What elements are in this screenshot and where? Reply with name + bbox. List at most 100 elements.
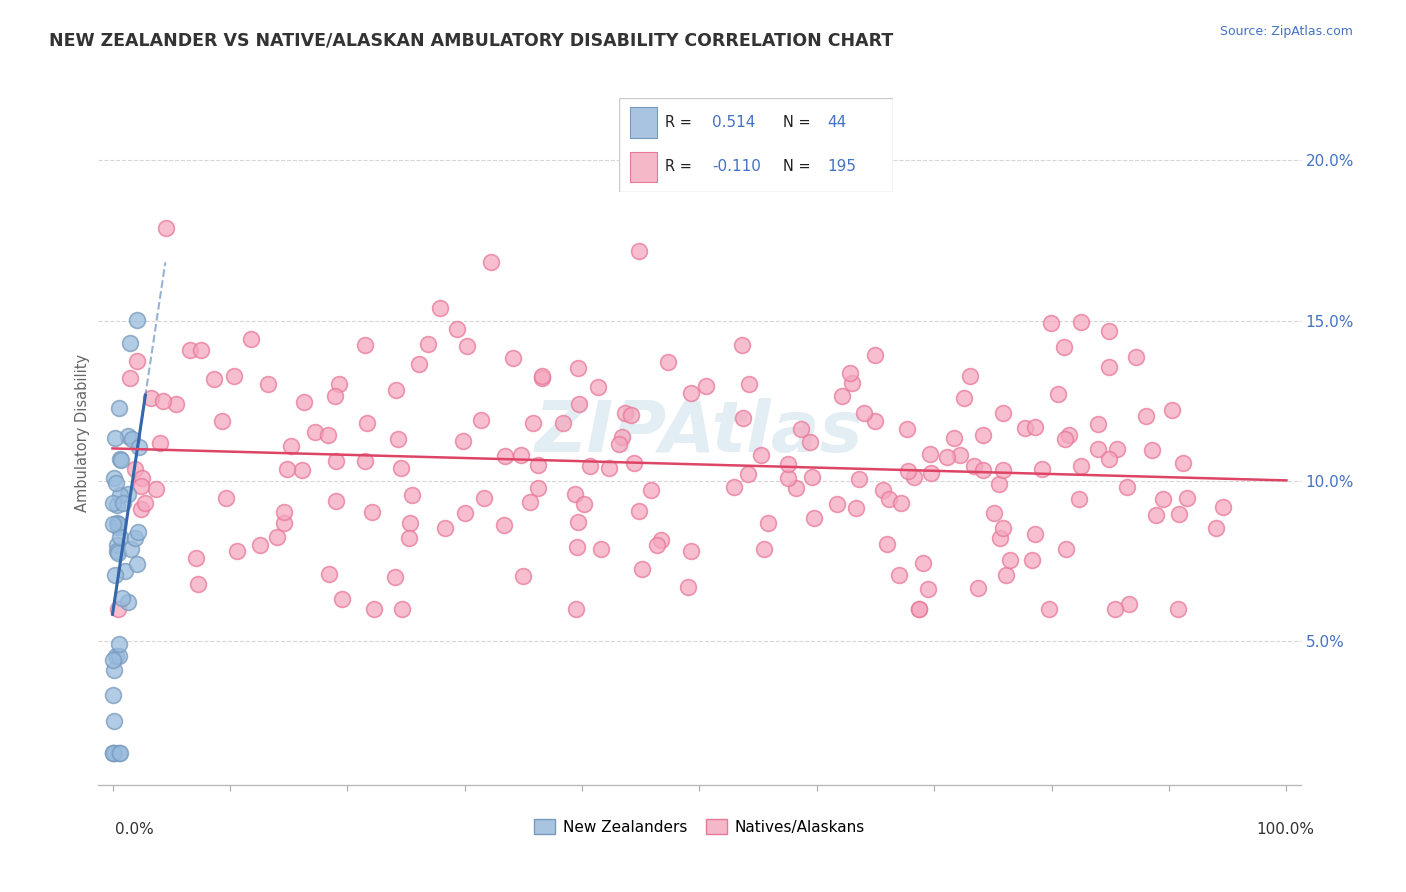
- Point: [527, 458, 550, 473]
- Point: [155, 221, 177, 235]
- Point: [572, 497, 595, 511]
- Point: [752, 541, 775, 556]
- Point: [149, 436, 172, 450]
- Point: [607, 437, 630, 451]
- Point: [190, 343, 212, 357]
- Point: [266, 530, 288, 544]
- Point: [104, 431, 127, 445]
- Point: [863, 348, 886, 362]
- Point: [1031, 462, 1053, 476]
- Point: [695, 379, 717, 393]
- Point: [998, 553, 1021, 567]
- Point: [103, 653, 125, 667]
- Text: -0.110: -0.110: [711, 160, 761, 175]
- Point: [614, 406, 637, 420]
- Point: [586, 380, 609, 394]
- Point: [991, 463, 1014, 477]
- Point: [778, 471, 800, 485]
- Point: [1105, 442, 1128, 456]
- Point: [949, 448, 972, 462]
- Point: [117, 487, 139, 501]
- Point: [456, 338, 478, 352]
- Point: [1070, 315, 1092, 329]
- Point: [1140, 442, 1163, 457]
- Legend: New Zealanders, Natives/Alaskans: New Zealanders, Natives/Alaskans: [527, 813, 872, 841]
- Point: [117, 428, 139, 442]
- Point: [325, 493, 347, 508]
- Point: [446, 322, 468, 336]
- Point: [988, 477, 1011, 491]
- Point: [101, 746, 124, 760]
- Point: [512, 569, 534, 583]
- Point: [470, 413, 492, 427]
- Point: [598, 460, 620, 475]
- Point: [114, 564, 136, 578]
- Point: [589, 541, 612, 556]
- Point: [738, 376, 761, 391]
- Point: [384, 383, 406, 397]
- Point: [125, 354, 148, 368]
- Point: [623, 456, 645, 470]
- Point: [1057, 427, 1080, 442]
- Point: [848, 472, 870, 486]
- Point: [145, 483, 167, 497]
- Point: [530, 371, 553, 385]
- Point: [1115, 480, 1137, 494]
- Point: [564, 487, 586, 501]
- Point: [1054, 542, 1077, 557]
- Point: [118, 371, 141, 385]
- Point: [105, 544, 128, 558]
- Text: NEW ZEALANDER VS NATIVE/ALASKAN AMBULATORY DISABILITY CORRELATION CHART: NEW ZEALANDER VS NATIVE/ALASKAN AMBULATO…: [49, 31, 893, 49]
- Text: 195: 195: [827, 160, 856, 175]
- Point: [127, 525, 149, 540]
- Point: [101, 516, 124, 531]
- Point: [790, 421, 813, 435]
- Point: [387, 432, 409, 446]
- Point: [291, 462, 314, 476]
- Point: [1046, 387, 1069, 401]
- Text: R =: R =: [665, 115, 697, 130]
- Point: [679, 385, 702, 400]
- Point: [408, 357, 430, 371]
- Point: [567, 515, 589, 529]
- Point: [273, 516, 295, 530]
- Point: [1118, 597, 1140, 611]
- Point: [101, 496, 124, 510]
- Text: R =: R =: [665, 160, 697, 175]
- Point: [1161, 402, 1184, 417]
- Point: [865, 414, 887, 428]
- Point: [1040, 316, 1063, 330]
- Point: [363, 602, 385, 616]
- Point: [398, 531, 420, 545]
- Point: [451, 434, 474, 448]
- Text: N =: N =: [783, 160, 815, 175]
- Point: [187, 576, 209, 591]
- Text: Source: ZipAtlas.com: Source: ZipAtlas.com: [1219, 25, 1353, 38]
- Point: [983, 506, 1005, 520]
- Point: [479, 255, 502, 269]
- Point: [124, 462, 146, 476]
- Point: [972, 427, 994, 442]
- Point: [1014, 421, 1036, 435]
- Point: [131, 471, 153, 485]
- Point: [988, 531, 1011, 545]
- Point: [107, 602, 129, 616]
- Point: [967, 581, 990, 595]
- Point: [127, 312, 149, 326]
- Point: [429, 301, 451, 316]
- Point: [737, 467, 759, 482]
- Point: [330, 591, 353, 606]
- Bar: [630, 108, 657, 138]
- Point: [1097, 324, 1119, 338]
- Point: [647, 538, 669, 552]
- Point: [567, 361, 589, 376]
- Point: [640, 483, 662, 497]
- Point: [389, 461, 412, 475]
- Point: [129, 502, 152, 516]
- Point: [401, 488, 423, 502]
- Point: [887, 568, 910, 582]
- Point: [825, 497, 848, 511]
- Point: [952, 392, 974, 406]
- Point: [567, 540, 589, 554]
- Point: [318, 566, 340, 581]
